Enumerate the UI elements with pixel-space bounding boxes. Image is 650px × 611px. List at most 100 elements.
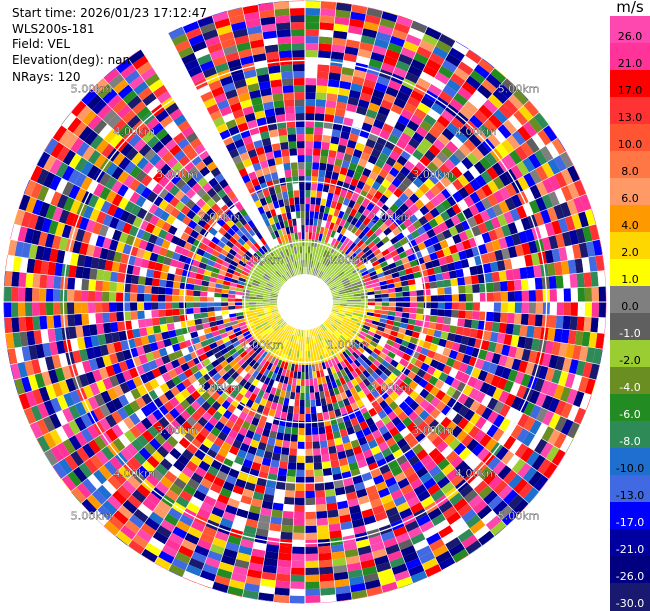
gate [437, 302, 445, 310]
gate [388, 302, 397, 307]
gate [128, 456, 142, 471]
gate [343, 282, 351, 287]
gate [368, 535, 383, 546]
gate [513, 312, 522, 325]
gate [335, 338, 343, 346]
gate [374, 227, 384, 237]
gate [400, 317, 409, 324]
gate [61, 474, 77, 492]
gate [423, 288, 431, 296]
gate [305, 7, 321, 16]
gate [444, 286, 452, 295]
gate [214, 351, 223, 360]
gate [252, 344, 261, 352]
gate [278, 329, 285, 336]
gate [510, 193, 523, 209]
gate [491, 271, 500, 283]
gate [95, 291, 103, 302]
gate [336, 284, 345, 290]
gate [428, 274, 437, 283]
gate [435, 180, 447, 192]
gate [576, 316, 585, 332]
gate [575, 360, 586, 377]
gate [171, 557, 189, 571]
gate [478, 349, 488, 361]
gate [194, 466, 207, 478]
gate [109, 302, 117, 313]
gate [438, 221, 449, 233]
gate [240, 495, 253, 505]
gate [144, 285, 152, 294]
gate [359, 92, 373, 103]
gate [329, 334, 336, 342]
gate [387, 513, 402, 525]
gate [328, 185, 336, 194]
gate [228, 333, 237, 341]
gate [256, 477, 268, 487]
gate [265, 312, 273, 318]
gate [387, 42, 403, 54]
gate [87, 439, 102, 455]
gate [429, 385, 441, 397]
gate [333, 408, 342, 417]
ray-separator [70, 319, 284, 493]
gate [324, 107, 336, 116]
gate [135, 364, 146, 377]
gate [498, 237, 508, 250]
gate [535, 392, 547, 408]
gate [317, 348, 323, 357]
gate [145, 370, 156, 382]
gate [227, 535, 242, 546]
gate [486, 180, 499, 194]
gate [338, 273, 347, 280]
gate [256, 521, 270, 531]
gate [305, 511, 317, 519]
gate [69, 389, 82, 405]
gate [31, 302, 40, 317]
gate [202, 454, 214, 466]
gate [305, 183, 312, 191]
gate [245, 346, 253, 354]
gate [222, 481, 235, 492]
gate [381, 302, 389, 307]
gate [347, 346, 355, 355]
gate [460, 373, 472, 385]
gate [468, 456, 482, 471]
gate [287, 405, 295, 414]
gate [538, 224, 549, 239]
gate [566, 421, 580, 439]
gate [424, 132, 438, 145]
gate [372, 548, 388, 559]
gate [313, 211, 320, 220]
gate [554, 188, 567, 205]
gate [358, 222, 367, 232]
gate [300, 210, 305, 219]
gate [427, 507, 443, 521]
gate [367, 343, 376, 352]
gate [365, 366, 375, 375]
gate [305, 581, 321, 590]
ray-separator [319, 325, 470, 556]
gate [494, 249, 504, 262]
gate [348, 575, 365, 586]
gate [500, 291, 508, 302]
gate [561, 231, 573, 247]
gate [337, 144, 347, 154]
gate [382, 537, 398, 549]
gate [252, 332, 260, 340]
gate [442, 84, 458, 99]
gate [153, 386, 165, 398]
gate [197, 576, 215, 589]
gate [269, 321, 277, 327]
gate [367, 298, 375, 302]
gate [476, 504, 493, 520]
gate [404, 267, 414, 275]
gate [342, 255, 350, 263]
gate [396, 138, 408, 150]
gate [135, 421, 148, 435]
gate [354, 273, 363, 280]
gate [395, 15, 413, 28]
gate [151, 367, 162, 379]
gate [129, 400, 141, 413]
gate [333, 348, 340, 357]
